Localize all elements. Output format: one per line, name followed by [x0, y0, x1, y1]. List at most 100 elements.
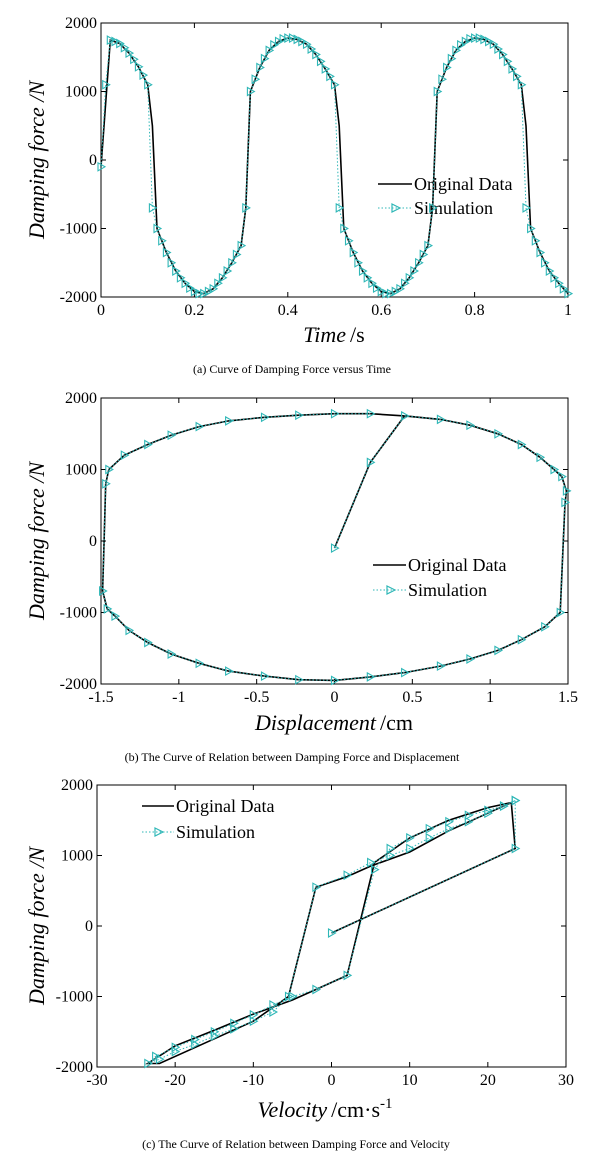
simulation-point-a	[330, 79, 340, 90]
simulation-point-b	[330, 543, 340, 554]
simulation-point-c	[191, 1039, 200, 1050]
simulation-point-a	[134, 61, 144, 72]
y-tick-label-c: 0	[85, 918, 93, 935]
x-axis-label-a-unit: /s	[350, 322, 365, 347]
simulation-point-a	[471, 33, 480, 44]
simulation-point-c	[343, 970, 353, 981]
x-axis-label-a: Time/s	[303, 322, 364, 347]
simulation-point-c	[464, 810, 474, 821]
simulation-point-a	[391, 286, 401, 297]
simulation-point-a	[237, 240, 247, 251]
simulation-point-a	[260, 53, 270, 64]
simulation-point-b	[195, 658, 205, 669]
caption-c: (c) The Curve of Relation between Dampin…	[142, 1137, 450, 1151]
y-tick-label-a: -1000	[60, 221, 97, 238]
simulation-point-b	[295, 410, 304, 421]
simulation-point-a	[368, 278, 378, 289]
simulation-point-a	[120, 42, 130, 53]
y-tick-label-c: -2000	[56, 1059, 93, 1076]
simulation-point-c	[386, 850, 396, 861]
simulation-point-b	[494, 645, 504, 656]
x-tick-label-a: 0.8	[465, 302, 485, 319]
legend-c: Original Data Simulation	[142, 796, 274, 842]
simulation-point-a	[545, 266, 555, 276]
simulation-point-b	[330, 675, 340, 686]
x-axis-label-c-unit: /cm·s	[331, 1097, 380, 1122]
simulation-point-a	[531, 235, 541, 246]
simulation-point-a	[307, 44, 317, 54]
simulation-point-c	[210, 1031, 220, 1041]
legend-b-original-label: Original Data	[408, 555, 506, 575]
simulation-point-b	[401, 410, 410, 421]
x-tick-label-b: -0.5	[244, 689, 269, 706]
simulation-point-b	[366, 671, 376, 682]
simulation-point-a	[559, 283, 569, 294]
simulation-point-a	[209, 283, 219, 294]
y-axis-label-c: Damping force /N	[24, 846, 49, 1006]
simulation-point-a	[508, 63, 518, 74]
simulation-point-a	[293, 34, 303, 45]
panel-b: Damping force /N Displacement/cm (b) The…	[24, 390, 578, 764]
simulation-point-b	[562, 485, 572, 496]
simulation-point-a	[522, 202, 532, 213]
series-simulation-line-b	[102, 413, 567, 681]
simulation-point-c	[499, 801, 509, 812]
simulation-point-a	[363, 272, 373, 283]
x-tick-label-c: -10	[243, 1072, 264, 1089]
legend-c-simulation-label: Simulation	[176, 822, 255, 842]
simulation-point-b	[466, 654, 476, 664]
simulation-point-a	[358, 266, 368, 276]
simulation-point-a	[541, 257, 550, 268]
simulation-point-b	[195, 421, 205, 432]
simulation-point-a	[555, 278, 564, 289]
x-tick-label-a: 0.2	[184, 302, 204, 319]
simulation-point-b	[556, 607, 566, 618]
simulation-point-a	[405, 272, 415, 283]
simulation-point-a	[550, 272, 560, 283]
simulation-point-c	[484, 808, 493, 819]
simulation-point-c	[425, 823, 435, 834]
simulation-point-b	[561, 497, 571, 508]
simulation-point-b	[541, 621, 550, 632]
x-tick-label-a: 0.4	[278, 302, 298, 319]
simulation-point-b	[517, 439, 527, 450]
simulation-point-b	[295, 674, 304, 685]
legend-a-original-label: Original Data	[414, 174, 512, 194]
simulation-point-a	[242, 202, 251, 213]
y-tick-label-c: 2000	[61, 777, 93, 794]
simulation-point-a	[130, 54, 139, 65]
y-tick-label-b: -1000	[60, 605, 97, 622]
x-tick-label-c: -20	[165, 1072, 186, 1089]
simulation-point-a	[167, 257, 177, 268]
simulation-point-b	[494, 428, 504, 439]
simulation-point-b	[125, 625, 135, 636]
legend-a-simulation-marker	[391, 203, 402, 213]
simulation-point-b	[225, 415, 234, 426]
simulation-point-a	[284, 33, 293, 44]
simulation-point-a	[200, 288, 209, 299]
simulation-point-a	[457, 39, 466, 50]
simulation-point-a	[148, 202, 158, 213]
x-tick-label-c: 0	[328, 1072, 336, 1089]
simulation-point-a	[316, 56, 326, 67]
x-tick-label-a: 0.6	[371, 302, 391, 319]
x-tick-label-a: 0	[97, 302, 105, 319]
simulation-point-a	[321, 63, 331, 74]
x-tick-label-c: 30	[558, 1072, 574, 1089]
simulation-point-c	[269, 1007, 279, 1017]
simulation-point-a	[144, 79, 153, 90]
simulation-point-b	[558, 471, 567, 482]
simulation-point-a	[326, 71, 335, 82]
simulation-point-a	[466, 33, 476, 44]
simulation-point-a	[527, 223, 536, 234]
simulation-point-a	[190, 286, 200, 297]
simulation-point-a	[461, 36, 471, 47]
simulation-point-a	[270, 39, 279, 50]
y-axis-label-a: Damping force /N	[24, 80, 49, 240]
simulation-point-a	[153, 223, 163, 234]
simulation-point-a	[564, 288, 574, 299]
simulation-point-a	[162, 247, 172, 258]
y-tick-label-b: 2000	[65, 390, 97, 407]
y-tick-label-c: 1000	[61, 848, 93, 865]
